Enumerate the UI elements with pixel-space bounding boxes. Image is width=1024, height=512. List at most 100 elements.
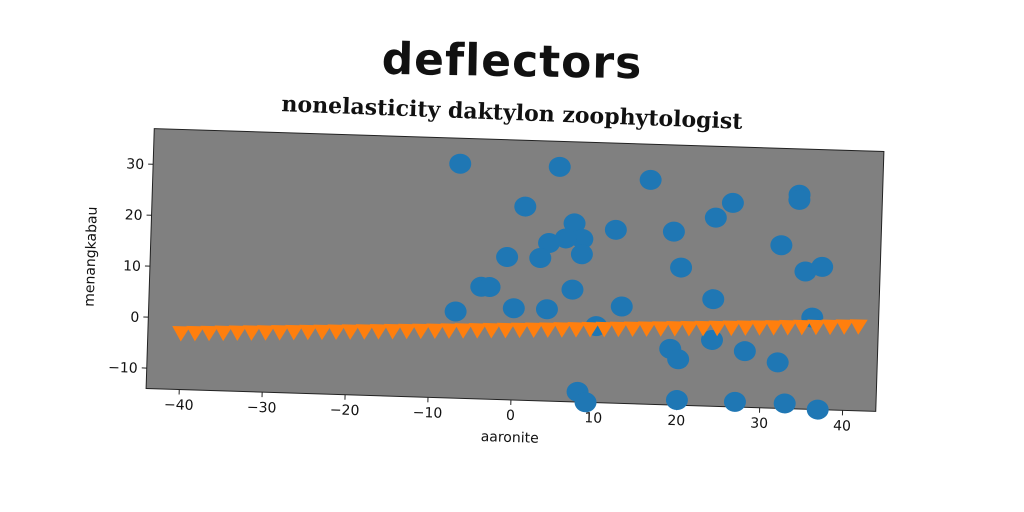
line-marker xyxy=(313,324,332,341)
x-tick-label: −20 xyxy=(330,402,360,419)
line-marker xyxy=(369,324,388,340)
line-marker xyxy=(285,324,304,341)
line-marker xyxy=(623,321,642,338)
x-tick-label: 20 xyxy=(667,413,685,430)
scatter-point xyxy=(535,299,558,320)
scatter-point xyxy=(514,196,537,217)
scatter-point xyxy=(811,256,834,277)
scatter-point xyxy=(773,393,796,414)
line-marker xyxy=(567,322,586,338)
scatter-point xyxy=(770,235,793,256)
line-marker xyxy=(821,319,840,336)
line-marker xyxy=(525,322,544,339)
line-marker xyxy=(510,322,529,339)
line-marker xyxy=(412,323,431,340)
scatter-point xyxy=(496,246,519,268)
line-marker xyxy=(539,322,558,338)
scatter-point xyxy=(667,349,690,370)
line-marker xyxy=(835,319,854,335)
scatter-point xyxy=(529,248,552,269)
line-marker xyxy=(468,323,487,339)
line-marker xyxy=(638,321,656,337)
line-marker xyxy=(708,320,727,337)
line-marker xyxy=(609,321,628,338)
x-tick-label: 40 xyxy=(833,418,851,435)
scatter-point xyxy=(449,153,472,174)
x-tick-label: 10 xyxy=(584,410,602,427)
scatter-point xyxy=(571,228,594,249)
line-marker xyxy=(779,319,798,336)
line-marker xyxy=(186,325,205,342)
line-marker xyxy=(694,320,713,337)
line-marker xyxy=(440,323,459,339)
scatter-point xyxy=(704,207,727,228)
line-marker xyxy=(426,323,445,340)
scatter-point xyxy=(610,296,633,317)
scatter-point xyxy=(574,392,597,413)
line-marker xyxy=(355,324,374,340)
line-marker xyxy=(398,323,417,340)
line-marker xyxy=(172,325,191,342)
scatter-point xyxy=(733,341,756,362)
line-marker xyxy=(666,321,685,337)
scatter-point xyxy=(662,221,685,242)
scatter-point xyxy=(563,213,586,234)
line-marker xyxy=(750,320,769,336)
scatter-point xyxy=(670,257,693,278)
scatter-point xyxy=(806,399,829,420)
line-marker xyxy=(793,319,812,336)
x-tick-label: 30 xyxy=(750,415,768,432)
scatter-point xyxy=(554,228,577,249)
scatter-point xyxy=(766,352,789,373)
scatter-point xyxy=(639,169,662,190)
line-marker xyxy=(482,322,501,339)
scatter-point xyxy=(478,277,501,298)
scatter-point xyxy=(444,301,467,322)
line-marker xyxy=(680,320,699,337)
line-marker xyxy=(652,321,671,337)
line-marker xyxy=(736,320,755,336)
scatter-point xyxy=(723,391,746,412)
line-marker xyxy=(383,323,402,340)
line-marker xyxy=(722,320,741,337)
scatter-point xyxy=(548,156,571,177)
line-marker xyxy=(595,321,614,338)
scatter-point xyxy=(561,279,584,300)
line-marker xyxy=(765,320,784,336)
line-marker xyxy=(341,324,360,340)
y-tick-label: 30 xyxy=(126,156,144,173)
line-marker xyxy=(214,325,233,342)
scatter-point xyxy=(604,219,627,240)
plot-group: −40 −30 −20 −10 0 10 20 30 40 −10 0 10 20 30 aaronite m… xyxy=(82,128,885,447)
y-axis-label: menangkabau xyxy=(82,206,101,307)
line-marker xyxy=(299,324,318,341)
line-marker xyxy=(849,319,868,335)
scatter-point xyxy=(665,390,688,411)
line-marker xyxy=(581,321,600,338)
line-marker xyxy=(200,325,219,342)
line-marker xyxy=(242,325,261,341)
line-marker xyxy=(496,322,515,339)
line-marker xyxy=(454,323,473,339)
line-marker xyxy=(553,322,572,338)
scatter-point xyxy=(721,192,744,213)
line-marker xyxy=(228,325,247,341)
x-tick-label: −40 xyxy=(164,397,194,414)
y-tick-label: 20 xyxy=(124,207,142,224)
x-tick-label: 0 xyxy=(506,408,515,424)
line-marker xyxy=(807,319,826,336)
x-axis-label: aaronite xyxy=(480,429,539,447)
y-tick-label: 0 xyxy=(130,310,139,326)
scatter-point xyxy=(788,189,811,210)
scatter-point xyxy=(702,289,725,310)
scatter-point xyxy=(502,298,525,319)
line-marker xyxy=(327,324,346,341)
scatter-point xyxy=(794,261,817,282)
scatter-point xyxy=(538,233,561,254)
y-tick-label: −10 xyxy=(108,360,138,377)
y-tick-label: 10 xyxy=(123,258,141,275)
x-tick-label: −10 xyxy=(412,405,442,422)
line-marker xyxy=(271,324,290,341)
